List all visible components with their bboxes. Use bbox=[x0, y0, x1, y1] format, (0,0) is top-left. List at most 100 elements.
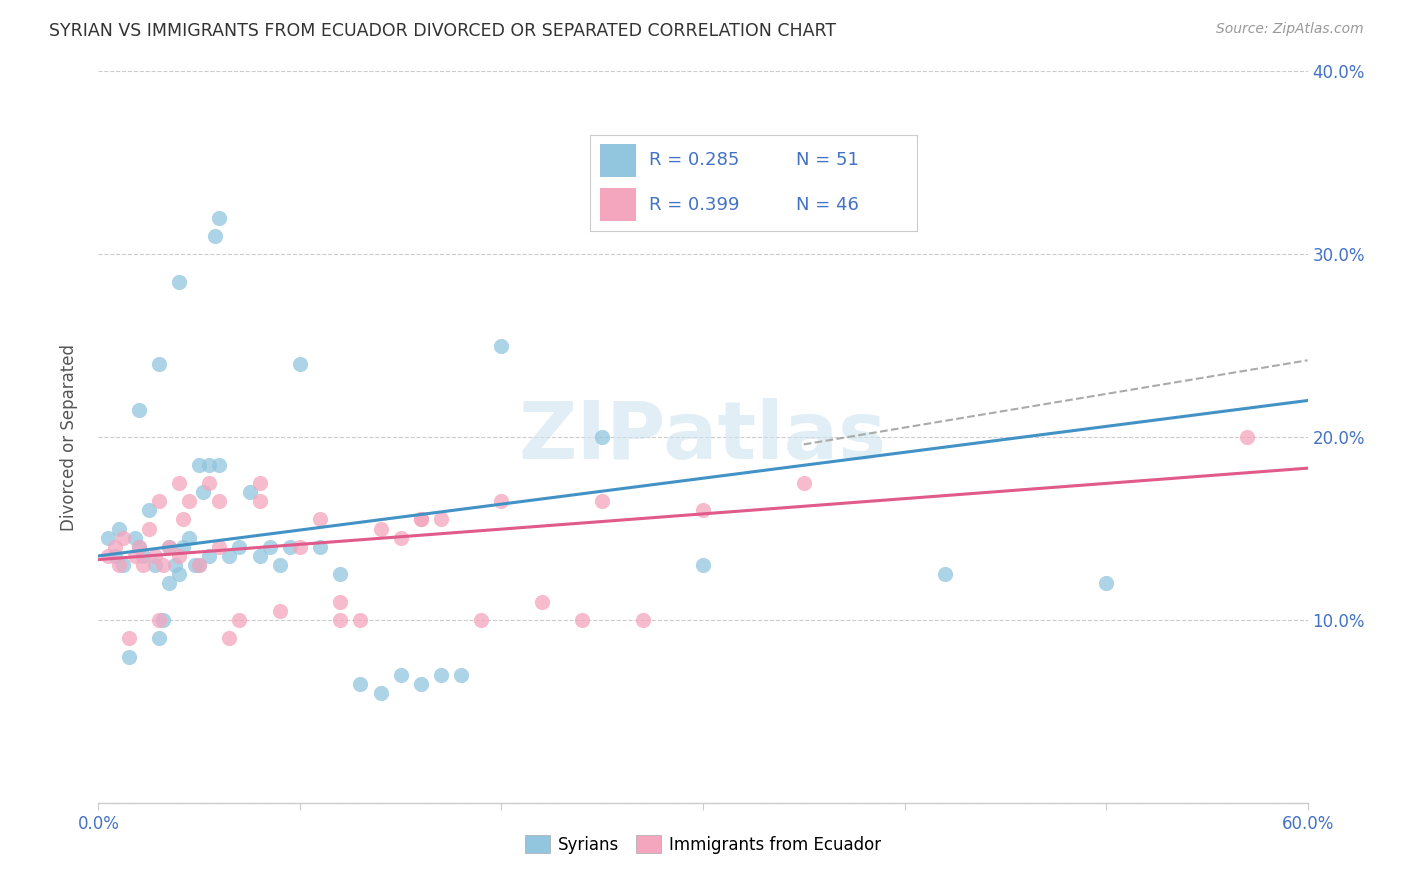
Point bbox=[167, 475, 190, 490]
Point bbox=[218, 632, 240, 646]
Point bbox=[249, 494, 271, 508]
Point bbox=[204, 229, 226, 244]
Point bbox=[124, 549, 146, 563]
Point bbox=[143, 558, 166, 573]
Legend: Syrians, Immigrants from Ecuador: Syrians, Immigrants from Ecuador bbox=[517, 829, 889, 860]
Point bbox=[370, 686, 392, 700]
Point bbox=[370, 521, 392, 535]
Text: ZIPatlas: ZIPatlas bbox=[519, 398, 887, 476]
Point bbox=[157, 540, 180, 554]
Point bbox=[163, 558, 186, 573]
Point bbox=[107, 521, 129, 535]
Text: N = 51: N = 51 bbox=[796, 152, 859, 169]
Point bbox=[249, 549, 271, 563]
Point bbox=[143, 549, 166, 563]
Point bbox=[179, 531, 201, 545]
Point bbox=[167, 275, 190, 289]
Point bbox=[793, 475, 815, 490]
Point bbox=[148, 613, 170, 627]
Point bbox=[309, 540, 332, 554]
Point bbox=[389, 531, 412, 545]
Point bbox=[349, 677, 371, 691]
Point bbox=[188, 558, 211, 573]
Point bbox=[278, 540, 301, 554]
Point bbox=[198, 549, 221, 563]
Point bbox=[591, 430, 613, 444]
Point bbox=[491, 494, 513, 508]
Point bbox=[132, 549, 155, 563]
Point bbox=[218, 549, 240, 563]
Point bbox=[124, 531, 146, 545]
Point bbox=[228, 613, 250, 627]
Point bbox=[208, 494, 231, 508]
Text: N = 46: N = 46 bbox=[796, 195, 859, 214]
Point bbox=[188, 558, 211, 573]
Point bbox=[198, 475, 221, 490]
Point bbox=[288, 540, 311, 554]
Point bbox=[172, 540, 194, 554]
Point bbox=[269, 558, 291, 573]
Point bbox=[152, 613, 174, 627]
Point bbox=[591, 494, 613, 508]
Text: R = 0.399: R = 0.399 bbox=[648, 195, 740, 214]
Point bbox=[103, 549, 125, 563]
Point bbox=[329, 594, 352, 608]
Point bbox=[349, 613, 371, 627]
Point bbox=[259, 540, 281, 554]
Point bbox=[329, 567, 352, 582]
Point bbox=[97, 549, 120, 563]
Bar bbox=[599, 145, 636, 177]
Point bbox=[1236, 430, 1258, 444]
Point bbox=[450, 667, 472, 681]
Point bbox=[470, 613, 492, 627]
Point bbox=[128, 540, 150, 554]
Bar bbox=[599, 188, 636, 221]
Point bbox=[1095, 576, 1118, 591]
Point bbox=[148, 632, 170, 646]
Point bbox=[491, 338, 513, 352]
Point bbox=[530, 594, 553, 608]
Point bbox=[409, 512, 432, 526]
Point bbox=[111, 531, 134, 545]
Point bbox=[111, 558, 134, 573]
Point bbox=[228, 540, 250, 554]
Point bbox=[409, 512, 432, 526]
Point bbox=[208, 540, 231, 554]
Point bbox=[184, 558, 207, 573]
Text: Source: ZipAtlas.com: Source: ZipAtlas.com bbox=[1216, 22, 1364, 37]
Point bbox=[118, 632, 141, 646]
Point bbox=[329, 613, 352, 627]
Point bbox=[208, 211, 231, 225]
Text: R = 0.285: R = 0.285 bbox=[648, 152, 740, 169]
Point bbox=[193, 485, 215, 500]
Point bbox=[430, 512, 453, 526]
Point bbox=[97, 531, 120, 545]
Point bbox=[269, 604, 291, 618]
Point bbox=[132, 558, 155, 573]
Point bbox=[179, 494, 201, 508]
Point bbox=[389, 667, 412, 681]
Point bbox=[631, 613, 654, 627]
Point bbox=[157, 540, 180, 554]
Point bbox=[128, 402, 150, 417]
Point bbox=[692, 503, 714, 517]
Point bbox=[148, 357, 170, 371]
Point bbox=[157, 576, 180, 591]
Point bbox=[148, 494, 170, 508]
Point bbox=[571, 613, 593, 627]
Point bbox=[288, 357, 311, 371]
Point bbox=[430, 667, 453, 681]
Point bbox=[103, 540, 125, 554]
Point bbox=[138, 503, 160, 517]
Point bbox=[172, 512, 194, 526]
Point bbox=[128, 540, 150, 554]
Point bbox=[118, 649, 141, 664]
Point bbox=[692, 558, 714, 573]
Point bbox=[152, 558, 174, 573]
Point bbox=[167, 549, 190, 563]
Point bbox=[198, 458, 221, 472]
Point bbox=[188, 458, 211, 472]
Point bbox=[309, 512, 332, 526]
Point bbox=[239, 485, 262, 500]
Point bbox=[249, 475, 271, 490]
